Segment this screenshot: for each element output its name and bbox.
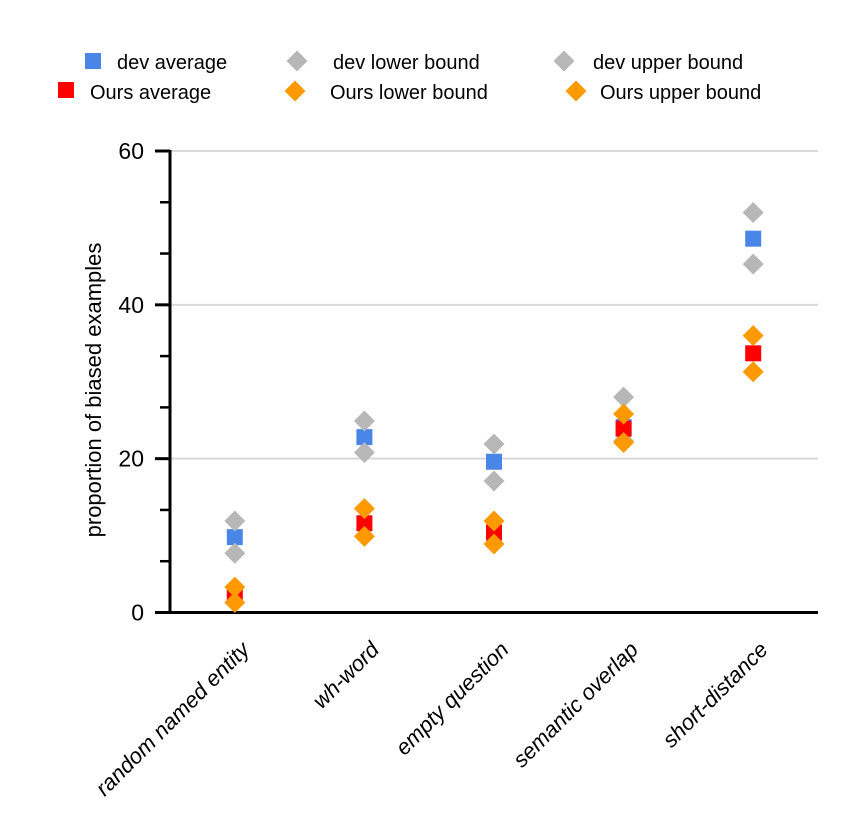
- marker-dev-lower-bound-0: [224, 542, 246, 564]
- y-tick-label-60: 60: [118, 138, 144, 164]
- legend-item-dev-lower-bound: dev lower bound: [286, 50, 480, 74]
- dev-upper-bound-diamond-icon: [553, 50, 575, 72]
- marker-Ours-average-4: [745, 345, 762, 362]
- legend-item-ours-lower-bound: Ours lower bound: [284, 80, 488, 104]
- y-axis-tick-labels: 0 20 40 60: [118, 138, 144, 626]
- y-tick-label-40: 40: [118, 292, 144, 318]
- marker-Ours-lower-bound-2: [483, 533, 505, 555]
- marker-Ours-upper-bound-0: [224, 576, 246, 598]
- legend-item-dev-upper-bound: dev upper bound: [553, 50, 743, 74]
- marker-Ours-lower-bound-4: [742, 361, 764, 383]
- axes: [168, 150, 818, 614]
- legend: dev average dev lower bound dev upper bo…: [58, 50, 761, 104]
- y-axis-ticks: [155, 149, 170, 614]
- marker-Ours-lower-bound-3: [613, 432, 635, 454]
- marker-Ours-average-3: [615, 420, 632, 437]
- marker-Ours-upper-bound-1: [353, 498, 375, 520]
- dev-average-square-icon: [85, 53, 101, 69]
- marker-dev-lower-bound-2: [483, 470, 505, 492]
- legend-label-dev-upper-bound: dev upper bound: [593, 52, 743, 74]
- marker-dev-average-2: [486, 453, 502, 470]
- marker-dev-upper-bound-4: [742, 202, 764, 224]
- legend-label-ours-lower-bound: Ours lower bound: [330, 82, 488, 104]
- x-category-label-semantic-overlap: semantic overlap: [508, 637, 643, 772]
- marker-dev-average-1: [356, 429, 373, 446]
- marker-Ours-upper-bound-2: [483, 510, 505, 532]
- ours-upper-bound-diamond-icon: [565, 80, 587, 102]
- legend-label-dev-average: dev average: [117, 52, 227, 74]
- legend-label-dev-lower-bound: dev lower bound: [333, 52, 480, 74]
- marker-Ours-average-1: [356, 515, 373, 532]
- marker-dev-upper-bound-3: [613, 386, 635, 408]
- legend-item-ours-upper-bound: Ours upper bound: [565, 80, 761, 104]
- marker-Ours-lower-bound-1: [353, 525, 375, 547]
- legend-item-dev-average: dev average: [85, 52, 227, 74]
- marker-dev-average-0: [226, 529, 243, 546]
- legend-label-ours-average: Ours average: [90, 82, 211, 104]
- x-category-label-empty-question: empty question: [390, 637, 513, 760]
- marker-Ours-average-2: [486, 524, 502, 541]
- y-tick-label-0: 0: [131, 600, 144, 626]
- legend-item-ours-average: Ours average: [58, 82, 211, 104]
- marker-dev-upper-bound-0: [224, 510, 246, 532]
- ours-lower-bound-diamond-icon: [284, 80, 306, 102]
- marker-Ours-lower-bound-0: [224, 592, 246, 614]
- x-category-label-wh-word: wh-word: [307, 636, 384, 713]
- marker-Ours-upper-bound-4: [742, 325, 764, 347]
- marker-dev-upper-bound-2: [483, 433, 505, 455]
- legend-label-ours-upper-bound: Ours upper bound: [600, 82, 761, 104]
- ours-average-square-icon: [58, 82, 74, 98]
- y-tick-label-20: 20: [118, 446, 144, 472]
- dev-lower-bound-diamond-icon: [286, 50, 308, 72]
- x-axis-category-labels: random named entity wh-word empty question…: [91, 635, 773, 800]
- marker-dev-average-4: [745, 230, 762, 247]
- gridlines: [170, 150, 818, 460]
- y-axis-title: proportion of biased examples: [81, 243, 106, 538]
- x-category-label-short-distance: short-distance: [657, 637, 772, 752]
- x-category-label-random-named-entity: random named entity: [91, 635, 256, 800]
- data-markers: [224, 202, 764, 614]
- marker-Ours-upper-bound-3: [613, 403, 635, 425]
- marker-dev-lower-bound-4: [742, 253, 764, 275]
- marker-dev-upper-bound-1: [353, 410, 375, 432]
- marker-dev-lower-bound-1: [353, 442, 375, 464]
